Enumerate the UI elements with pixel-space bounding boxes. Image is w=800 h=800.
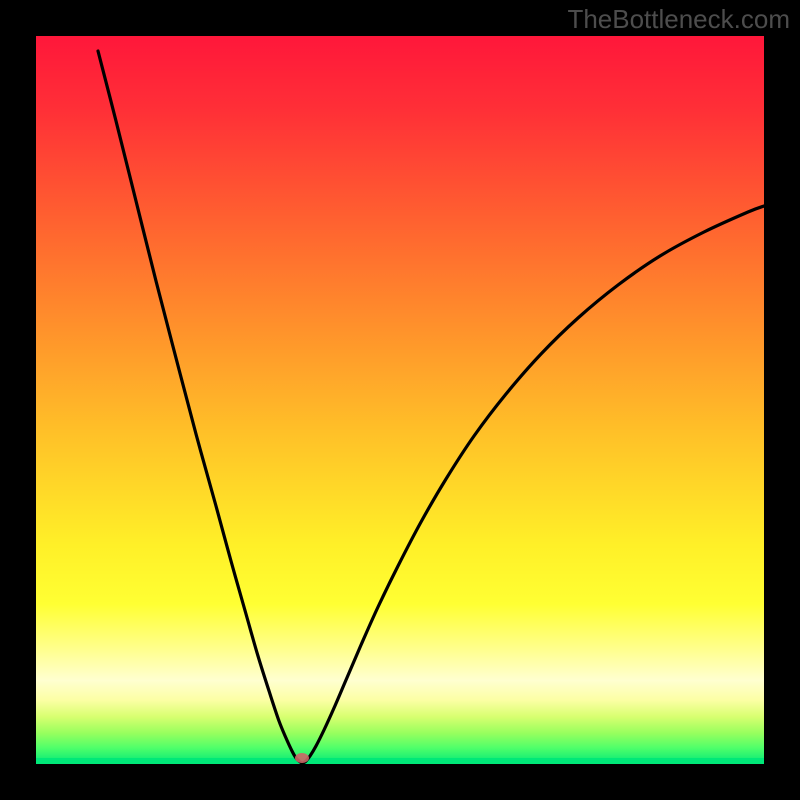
bottleneck-curve [36, 36, 764, 764]
minimum-marker [294, 752, 310, 764]
chart-frame: TheBottleneck.com [0, 0, 800, 800]
watermark-text: TheBottleneck.com [567, 4, 790, 35]
plot-area [36, 36, 764, 764]
